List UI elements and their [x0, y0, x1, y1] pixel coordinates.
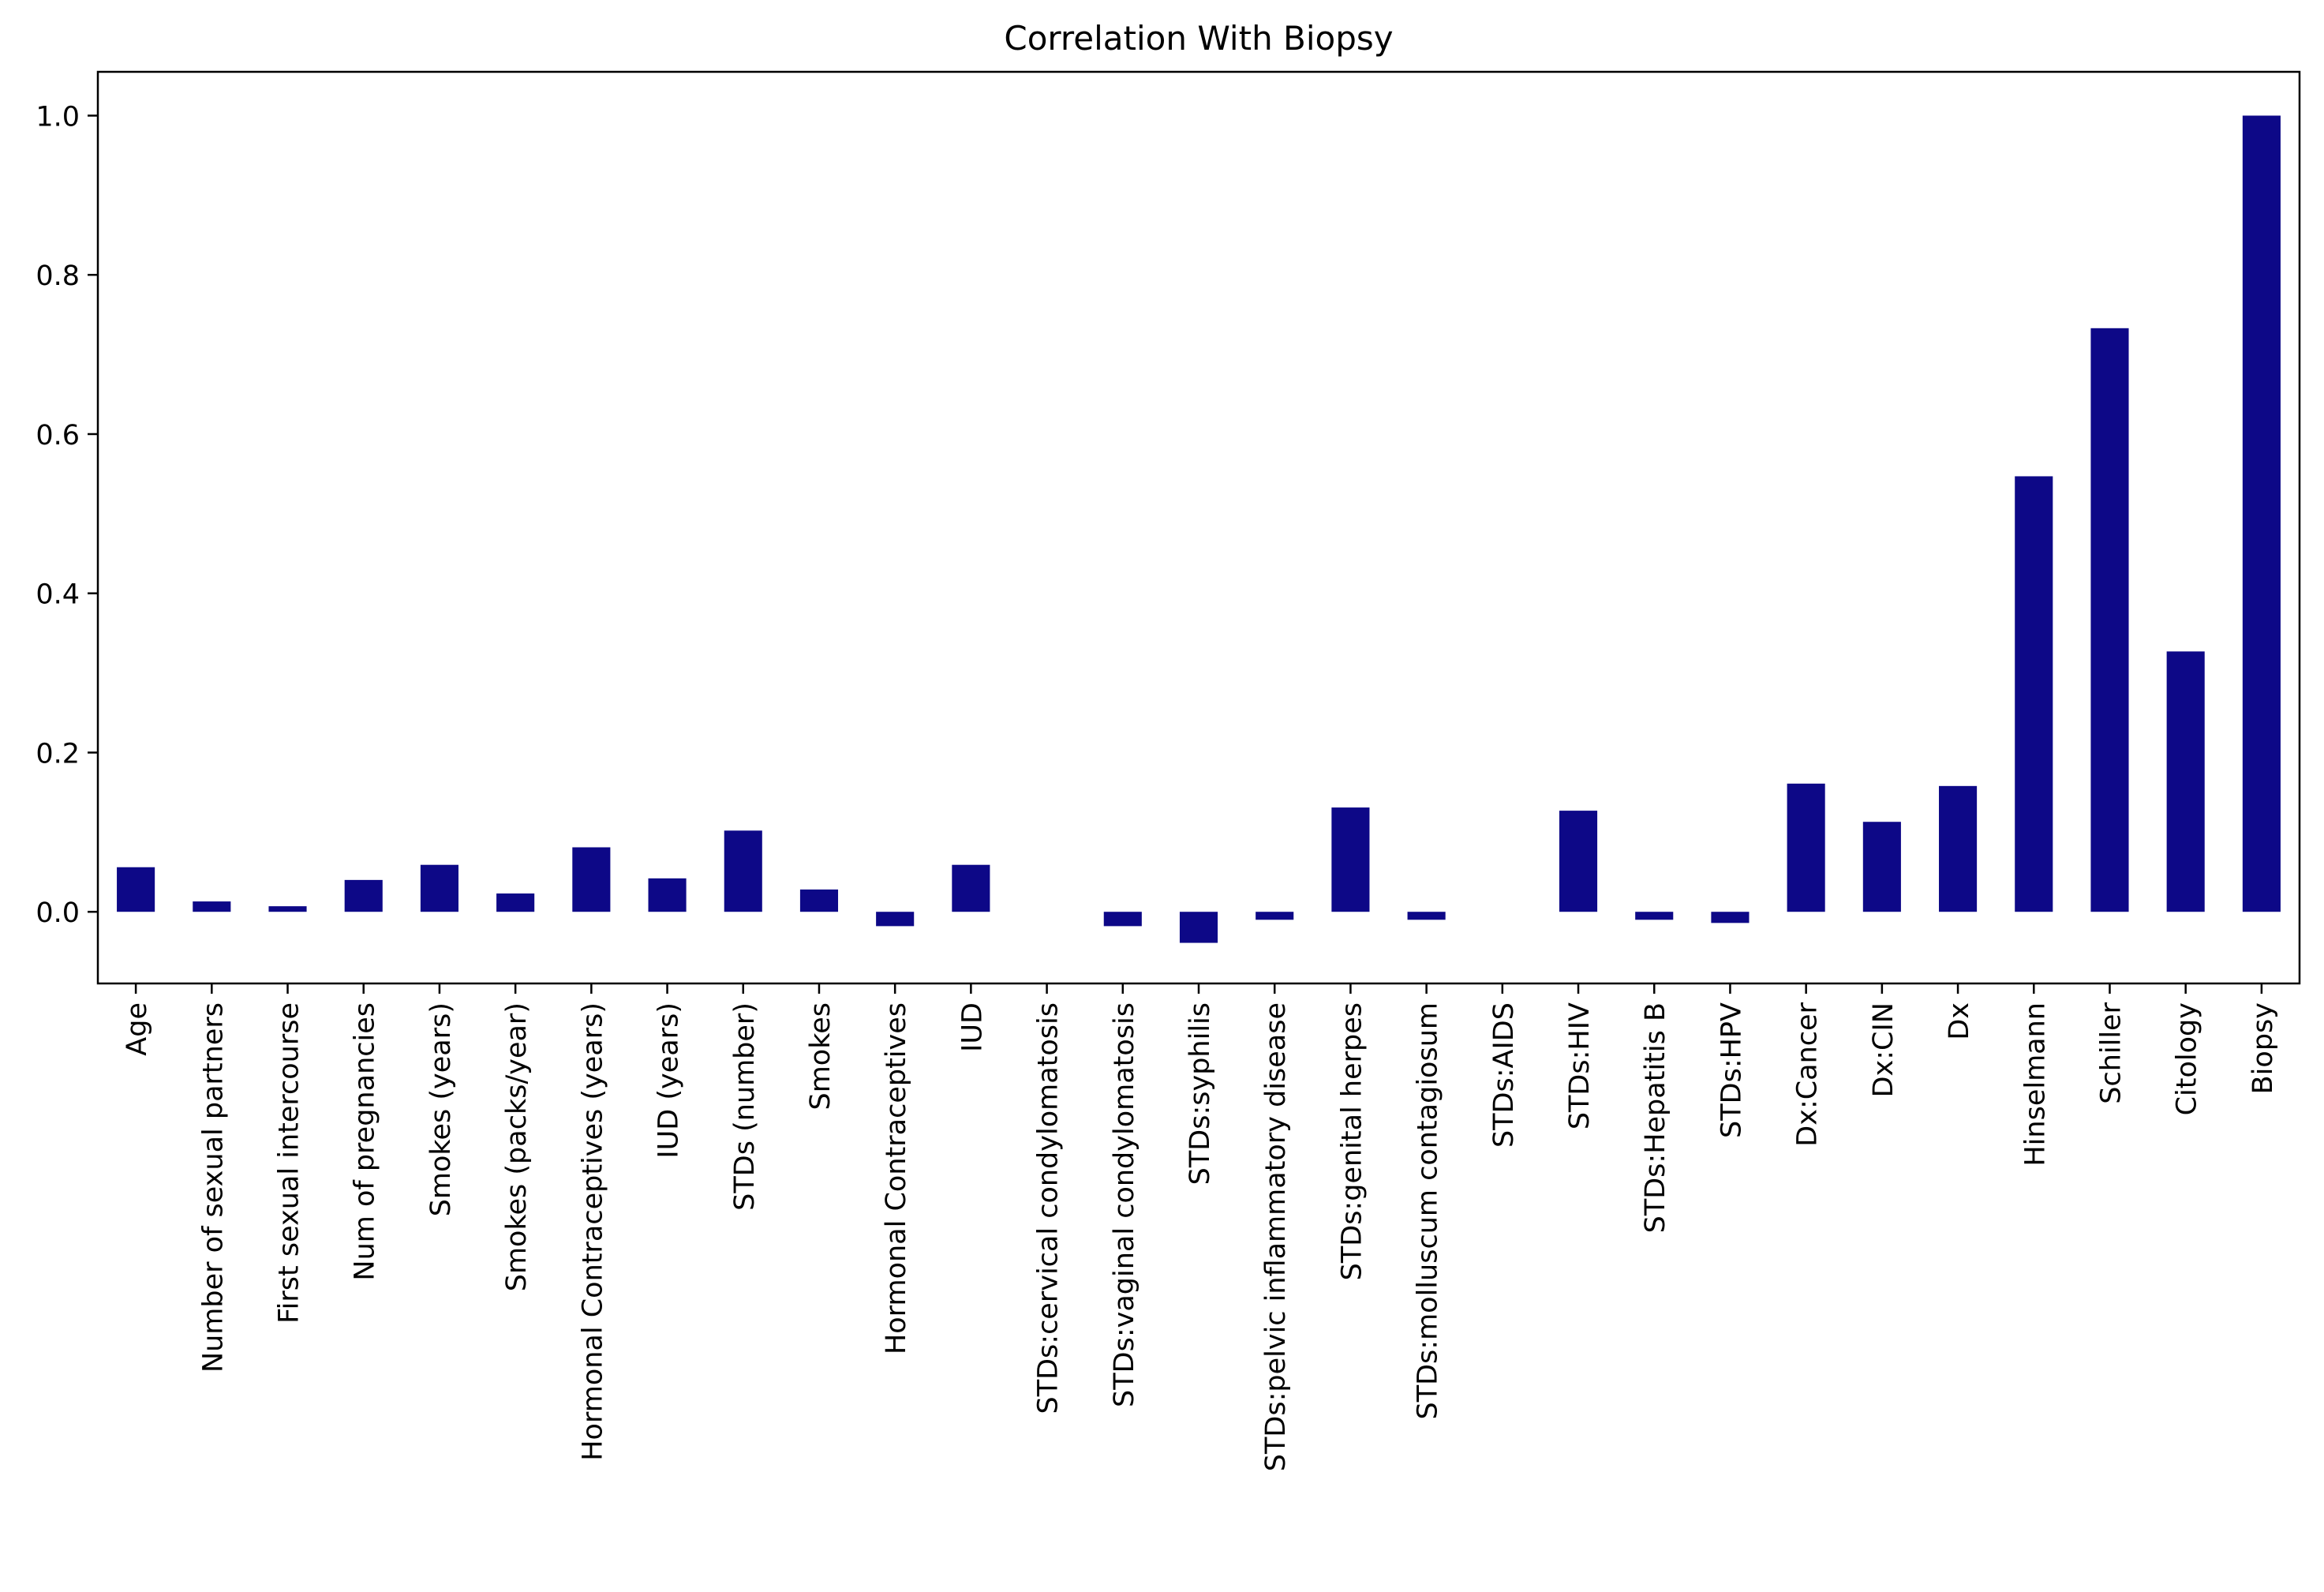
x-tick-label: Schiller [2095, 1002, 2127, 1103]
bar-smokes-years [420, 864, 458, 912]
bar-hormonal-contraceptives-years [572, 847, 611, 912]
x-tick-label: Biopsy [2247, 1002, 2279, 1094]
y-tick-label: 0.4 [36, 579, 80, 611]
x-tick-label: Smokes (packs/year) [501, 1002, 533, 1291]
x-tick-label: STDs (number) [729, 1002, 761, 1211]
x-tick-label: STDs:syphilis [1184, 1002, 1216, 1185]
x-tick-label: Smokes [805, 1002, 836, 1111]
bar-stds-hepatitis-b [1635, 912, 1674, 920]
x-tick-label: IUD [956, 1002, 988, 1052]
bar-first-sexual-intercourse [268, 906, 307, 912]
y-axis: 0.0 0.2 0.4 0.6 0.8 1.0 [36, 101, 98, 929]
bar-stds-vaginal-condylomatosis [1103, 912, 1142, 927]
x-tick-label: First sexual intercourse [274, 1002, 305, 1324]
bar-stds-pelvic-inflammatory-disease [1256, 912, 1294, 920]
bar-biopsy [2242, 115, 2281, 912]
y-tick-label: 1.0 [36, 101, 80, 133]
bar-stds-genital-herpes [1331, 807, 1370, 912]
bar-iud [952, 864, 990, 912]
bar-dx [1939, 785, 1978, 912]
bar-stds-syphilis [1179, 912, 1218, 943]
x-tick-label: STDs:cervical condylomatosis [1033, 1002, 1065, 1414]
x-tick-label: Hinselmann [2019, 1002, 2051, 1167]
x-tick-label: STDs:vaginal condylomatosis [1109, 1002, 1140, 1407]
x-tick-label: STDs:HPV [1716, 1002, 1747, 1138]
x-tick-label: IUD (years) [653, 1002, 685, 1159]
bar-schiller [2090, 328, 2129, 912]
bar-stds-molluscum-contagiosum [1407, 912, 1446, 920]
x-tick-label: Hormonal Contraceptives [881, 1002, 912, 1354]
bar-smokes-packs-year [496, 893, 535, 912]
bar-stds-hpv [1711, 912, 1750, 923]
y-tick-label: 0.6 [36, 420, 80, 451]
x-tick-label: STDs:AIDS [1488, 1002, 1520, 1148]
x-tick-label: Num of pregnancies [350, 1002, 381, 1281]
y-tick-label: 0.0 [36, 897, 80, 929]
x-tick-label: Dx:Cancer [1792, 1002, 1824, 1146]
bar-num-of-pregnancies [344, 879, 383, 912]
bar-smokes [799, 889, 839, 912]
bar-hinselmann [2015, 476, 2053, 912]
bars-group [117, 115, 2281, 943]
x-tick-label: Dx [1944, 1002, 1975, 1040]
plot-frame [96, 70, 2301, 985]
bar-iud-years [648, 878, 687, 912]
x-tick-label: Smokes (years) [425, 1002, 457, 1216]
x-tick-label: Hormonal Contraceptives (years) [577, 1002, 608, 1461]
y-tick-label: 0.8 [36, 260, 80, 292]
x-tick-label: Number of sexual partners [197, 1002, 229, 1373]
x-tick-label: STDs:pelvic inflammatory disease [1260, 1002, 1292, 1471]
x-tick-label: Age [122, 1002, 153, 1056]
x-tick-label: STDs:genital herpes [1336, 1002, 1368, 1280]
x-tick-label: STDs:molluscum contagiosum [1413, 1002, 1444, 1419]
x-tick-label: STDs:Hepatitis B [1640, 1002, 1671, 1233]
bar-dx-cin [1862, 822, 1901, 912]
bar-stds-hiv [1559, 811, 1598, 912]
y-tick-label: 0.2 [36, 738, 80, 770]
bar-citology [2166, 651, 2205, 912]
bar-number-of-sexual-partners [193, 901, 231, 912]
x-tick-label: STDs:HIV [1564, 1002, 1596, 1129]
x-tick-label: Citology [2172, 1002, 2203, 1115]
bar-stds-number [724, 830, 762, 912]
bar-dx-cancer [1787, 783, 1825, 912]
chart-title: Correlation With Biopsy [1004, 19, 1393, 58]
x-axis: Age Number of sexual partners First sexual… [122, 983, 2279, 1471]
x-tick-label: Dx:CIN [1868, 1002, 1899, 1097]
bar-hormonal-contraceptives [876, 912, 915, 927]
bar-age [117, 867, 155, 912]
